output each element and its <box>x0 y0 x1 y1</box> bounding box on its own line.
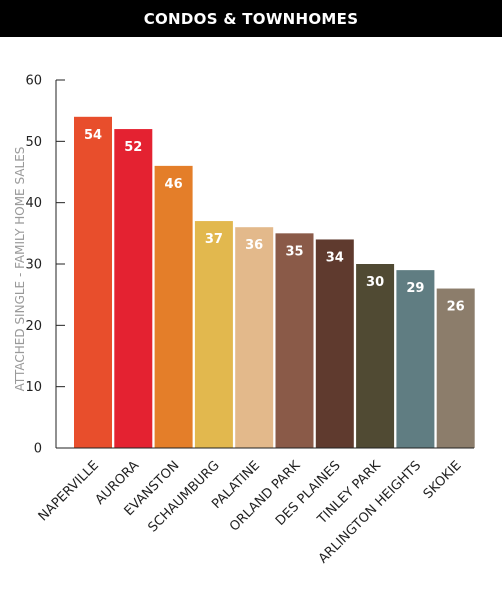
category-label: SKOKIE <box>421 458 465 502</box>
bar <box>154 165 193 448</box>
y-tick-label: 10 <box>25 380 42 395</box>
value-label: 36 <box>245 238 263 253</box>
x-axis-labels: NAPERVILLEAURORAEVANSTONSCHAUMBURGPALATI… <box>36 458 465 567</box>
value-label: 26 <box>447 300 465 315</box>
category-label: SCHAUMBURG <box>145 458 222 535</box>
bar <box>436 288 475 448</box>
chart-title: CONDOS & TOWNHOMES <box>0 0 502 37</box>
value-label: 35 <box>285 244 303 259</box>
bar <box>356 264 395 448</box>
y-tick-label: 0 <box>34 442 42 457</box>
value-label: 46 <box>165 177 183 192</box>
bar <box>194 221 233 448</box>
bar <box>235 227 274 448</box>
value-label: 52 <box>124 140 142 155</box>
bar <box>275 233 314 448</box>
y-tick-label: 60 <box>25 74 42 89</box>
bar <box>114 129 153 449</box>
bar <box>396 270 435 448</box>
y-tick-label: 20 <box>25 319 42 334</box>
category-label: ORLAND PARK <box>227 458 304 535</box>
value-labels: 54 52 46 37 36 35 34 30 29 26 <box>84 128 465 315</box>
value-label: 34 <box>326 250 344 265</box>
bar <box>74 116 112 449</box>
y-tick-label: 50 <box>25 135 42 150</box>
bars <box>74 116 475 449</box>
bar-chart: 0 10 20 30 40 50 60 54 52 46 37 36 35 34 30 29 26 NAPER… <box>13 74 475 567</box>
y-tick-label: 40 <box>25 196 42 211</box>
y-axis-title: ATTACHED SINGLE - FAMILY HOME SALES <box>13 147 27 392</box>
category-label: NAPERVILLE <box>36 458 102 524</box>
y-tick-label: 30 <box>25 258 42 273</box>
value-label: 30 <box>366 275 384 290</box>
value-label: 37 <box>205 232 223 247</box>
y-axis: 0 10 20 30 40 50 60 <box>25 74 65 457</box>
value-label: 29 <box>406 281 424 296</box>
value-label: 54 <box>84 128 102 143</box>
bar <box>315 239 354 448</box>
